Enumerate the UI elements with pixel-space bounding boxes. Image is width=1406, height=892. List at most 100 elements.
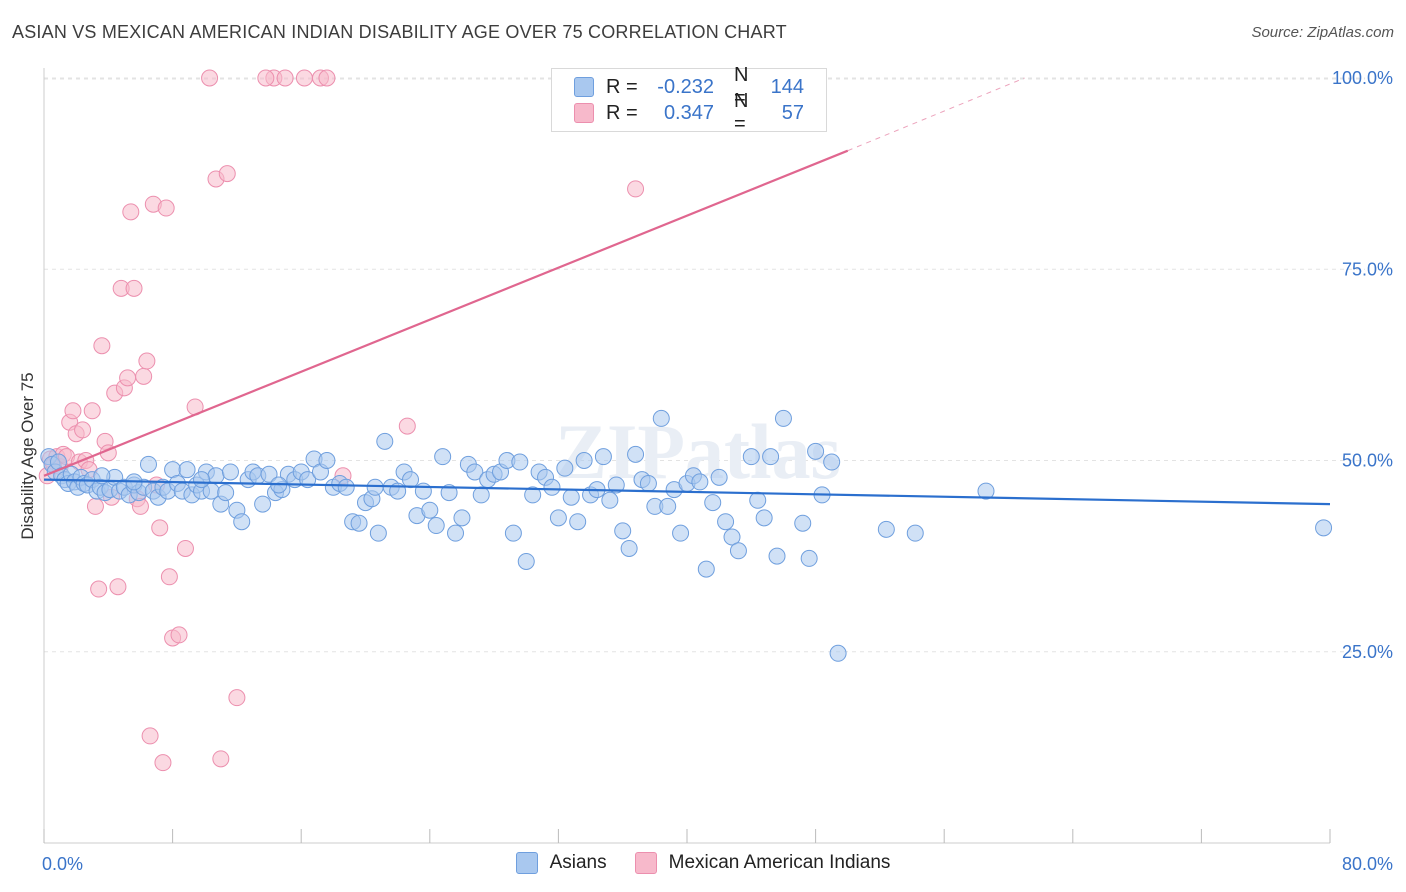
legend-r-label: R = <box>606 101 638 124</box>
data-point-asian <box>260 465 278 483</box>
data-point-mexican <box>154 754 172 772</box>
asian-swatch <box>574 77 594 97</box>
data-point-asian <box>350 514 368 532</box>
x-tick-label: 80.0% <box>1342 854 1393 874</box>
data-point-asian <box>369 524 387 542</box>
y-axis-title: Disability Age Over 75 <box>18 372 37 540</box>
data-point-asian <box>472 486 490 504</box>
data-point-asian <box>337 478 355 496</box>
data-point-asian <box>193 471 211 489</box>
legend-mex-r: 0.347 <box>663 101 714 124</box>
legend-row-asians: R = -0.232 N = 144 <box>574 64 804 109</box>
data-point-mexican <box>83 402 101 420</box>
series-legend-mexican[interactable]: Mexican American Indians <box>634 852 891 874</box>
data-point-asian <box>594 448 612 466</box>
data-point-asian <box>723 528 741 546</box>
legend-r-label: R = <box>606 75 638 98</box>
asian-legend-label: Asians <box>549 852 607 873</box>
legend-asian-n: 144 <box>770 75 804 98</box>
data-point-asian <box>233 513 251 531</box>
data-point-asian <box>807 442 825 460</box>
trendline-asians <box>43 478 1331 506</box>
data-point-asian <box>517 552 535 570</box>
data-point-asian <box>659 497 677 515</box>
data-point-asian <box>440 484 458 502</box>
data-point-mexican <box>627 180 645 198</box>
trendline-mexican <box>43 149 849 477</box>
data-point-mexican <box>119 369 137 387</box>
data-point-asian <box>376 432 394 450</box>
data-point-asian <box>421 501 439 519</box>
data-point-asian <box>178 461 196 479</box>
data-point-mexican <box>141 727 159 745</box>
data-point-asian <box>829 644 847 662</box>
data-point-asian <box>977 482 995 500</box>
data-point-asian <box>139 455 157 473</box>
data-point-asian <box>447 524 465 542</box>
data-point-mexican <box>276 69 294 87</box>
legend-asian-r: -0.232 <box>657 75 714 98</box>
data-point-mexican <box>93 337 111 355</box>
data-point-mexican <box>125 279 143 297</box>
data-point-asian <box>543 478 561 496</box>
legend-n-label: N = <box>734 64 749 109</box>
data-point-asian <box>217 484 235 502</box>
chart-title: ASIAN VS MEXICAN AMERICAN INDIAN DISABIL… <box>12 22 787 42</box>
series-legend-asians[interactable]: Asians <box>515 852 607 874</box>
data-point-mexican <box>90 580 108 598</box>
data-point-asian <box>562 488 580 506</box>
asian-legend-swatch <box>515 852 538 874</box>
data-point-asian <box>569 513 587 531</box>
data-point-asian <box>800 549 818 567</box>
data-point-mexican <box>218 165 236 183</box>
legend-n-label: N = <box>734 90 749 135</box>
data-point-asian <box>742 448 760 466</box>
mexican-legend-label: Mexican American Indians <box>668 852 891 873</box>
data-point-asian <box>614 522 632 540</box>
data-point-mexican <box>135 367 153 385</box>
correlation-legend: R = -0.232 N = 144 R = 0.347 N = 57 <box>551 64 827 135</box>
data-point-asian <box>466 463 484 481</box>
data-point-asian <box>556 459 574 477</box>
data-point-asian <box>749 491 767 509</box>
data-point-asian <box>768 547 786 565</box>
data-point-asian <box>762 448 780 466</box>
data-point-asian <box>366 478 384 496</box>
x-tick-label: 0.0% <box>42 854 83 874</box>
data-point-asian <box>627 445 645 463</box>
data-point-mexican <box>157 199 175 217</box>
data-point-mexican <box>228 689 246 707</box>
mexican-legend-swatch <box>634 852 657 874</box>
data-point-asian <box>221 463 239 481</box>
legend-row-mexican: R = 0.347 N = 57 <box>574 90 804 135</box>
data-point-asian <box>652 409 670 427</box>
data-point-asian <box>697 560 715 578</box>
data-point-mexican <box>160 568 178 586</box>
data-point-asian <box>729 542 747 560</box>
data-point-asian <box>601 491 619 509</box>
data-point-asian <box>823 453 841 471</box>
data-point-asian <box>774 409 792 427</box>
series-legend: Asians Mexican American Indians <box>0 852 1406 874</box>
y-tick-label: 100.0% <box>1332 68 1393 88</box>
data-point-asian <box>672 524 690 542</box>
y-tick-label: 50.0% <box>1342 451 1393 471</box>
data-point-mexican <box>170 626 188 644</box>
data-point-mexican <box>151 519 169 537</box>
data-point-asian <box>318 452 336 469</box>
y-tick-label: 75.0% <box>1342 259 1393 279</box>
data-point-asian <box>504 524 522 542</box>
data-point-mexican <box>122 203 140 221</box>
data-point-asian <box>906 524 924 542</box>
data-point-asian <box>691 473 709 491</box>
data-point-asian <box>524 486 542 504</box>
data-point-asian <box>620 539 638 557</box>
source-note: Source: ZipAtlas.com <box>1251 24 1394 41</box>
data-point-asian <box>575 452 593 469</box>
data-point-mexican <box>138 352 156 370</box>
data-point-asian <box>549 509 567 527</box>
data-point-asian <box>877 520 895 538</box>
data-point-asian <box>755 509 773 527</box>
data-point-asian <box>639 474 657 492</box>
data-point-asian <box>402 471 420 489</box>
